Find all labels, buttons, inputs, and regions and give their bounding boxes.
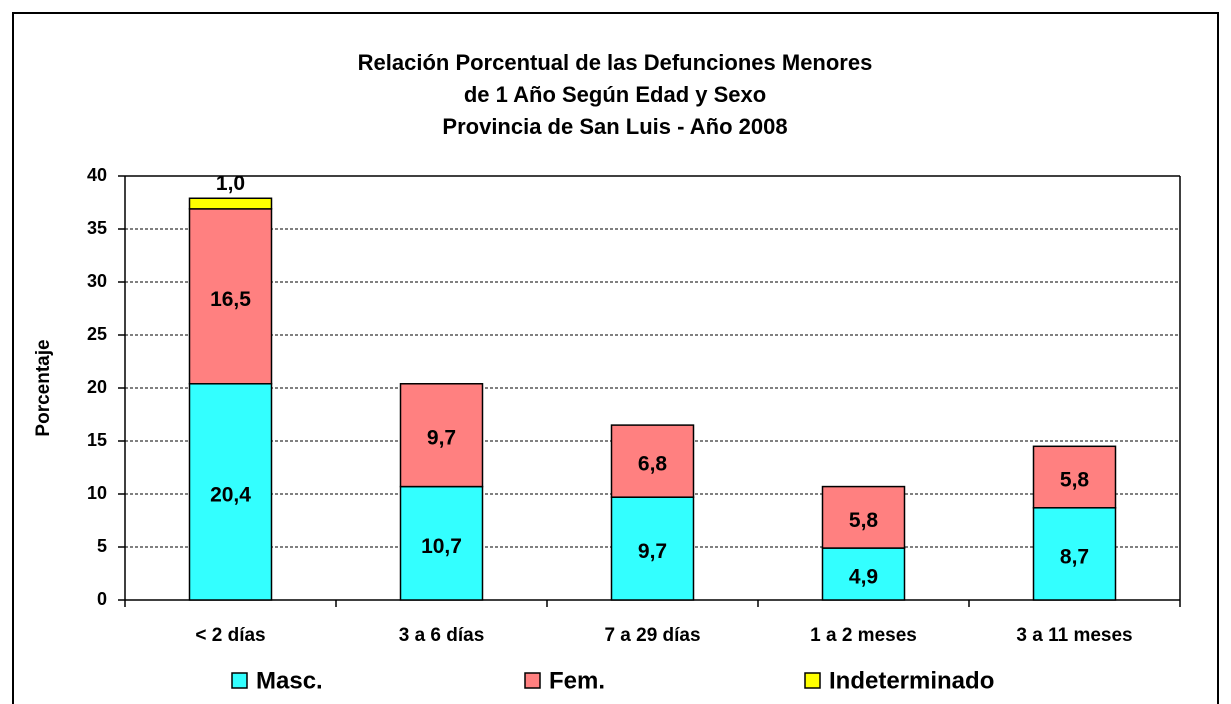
y-axis-label: Porcentaje	[33, 339, 54, 436]
data-label: 9,7	[427, 427, 456, 450]
bar-segment	[821, 485, 906, 549]
chart-title: de 1 Año Según Edad y Sexo	[464, 82, 766, 107]
y-tick-label: 35	[87, 218, 107, 238]
y-tick-label: 25	[87, 324, 107, 344]
y-tick-label: 15	[87, 430, 107, 450]
data-label: 8,7	[1060, 545, 1089, 568]
data-label: 5,8	[1060, 469, 1090, 492]
data-label: 4,9	[849, 566, 878, 589]
x-tick-label: < 2 días	[195, 625, 265, 646]
bar-segment	[610, 496, 695, 601]
y-tick-label: 0	[97, 589, 107, 609]
y-tick-label: 20	[87, 377, 107, 397]
y-tick-label: 30	[87, 271, 107, 291]
bar-segment	[188, 383, 273, 601]
chart-title: Provincia de San Luis - Año 2008	[442, 114, 787, 139]
bar-segment	[399, 383, 484, 488]
y-tick-label: 40	[87, 165, 107, 185]
x-tick-label: 3 a 6 días	[399, 625, 485, 646]
x-tick-label: 7 a 29 días	[604, 625, 700, 646]
data-label: 10,7	[421, 535, 462, 558]
chart-title: Relación Porcentual de las Defunciones M…	[358, 50, 873, 75]
data-label: 16,5	[210, 288, 251, 311]
legend-swatch	[524, 672, 541, 689]
bar-segment	[1032, 445, 1117, 509]
legend-label: Indeterminado	[829, 667, 994, 694]
legend-label: Masc.	[256, 667, 323, 694]
data-label: 5,8	[849, 509, 879, 532]
x-tick-label: 3 a 11 meses	[1016, 625, 1132, 646]
bar-segment	[1032, 507, 1117, 601]
data-label: 1,0	[216, 172, 245, 195]
bar-segment	[821, 547, 906, 601]
x-tick-label: 1 a 2 meses	[810, 625, 917, 646]
legend-swatch	[804, 672, 821, 689]
data-label: 20,4	[210, 483, 251, 506]
data-label: 6,8	[638, 453, 668, 476]
bar-segment	[188, 197, 273, 210]
y-tick-label: 10	[87, 483, 107, 503]
y-tick-label: 5	[97, 536, 107, 556]
data-label: 9,7	[638, 540, 667, 563]
bar-segment	[610, 424, 695, 498]
legend-swatch	[231, 672, 248, 689]
legend-label: Fem.	[549, 667, 605, 694]
